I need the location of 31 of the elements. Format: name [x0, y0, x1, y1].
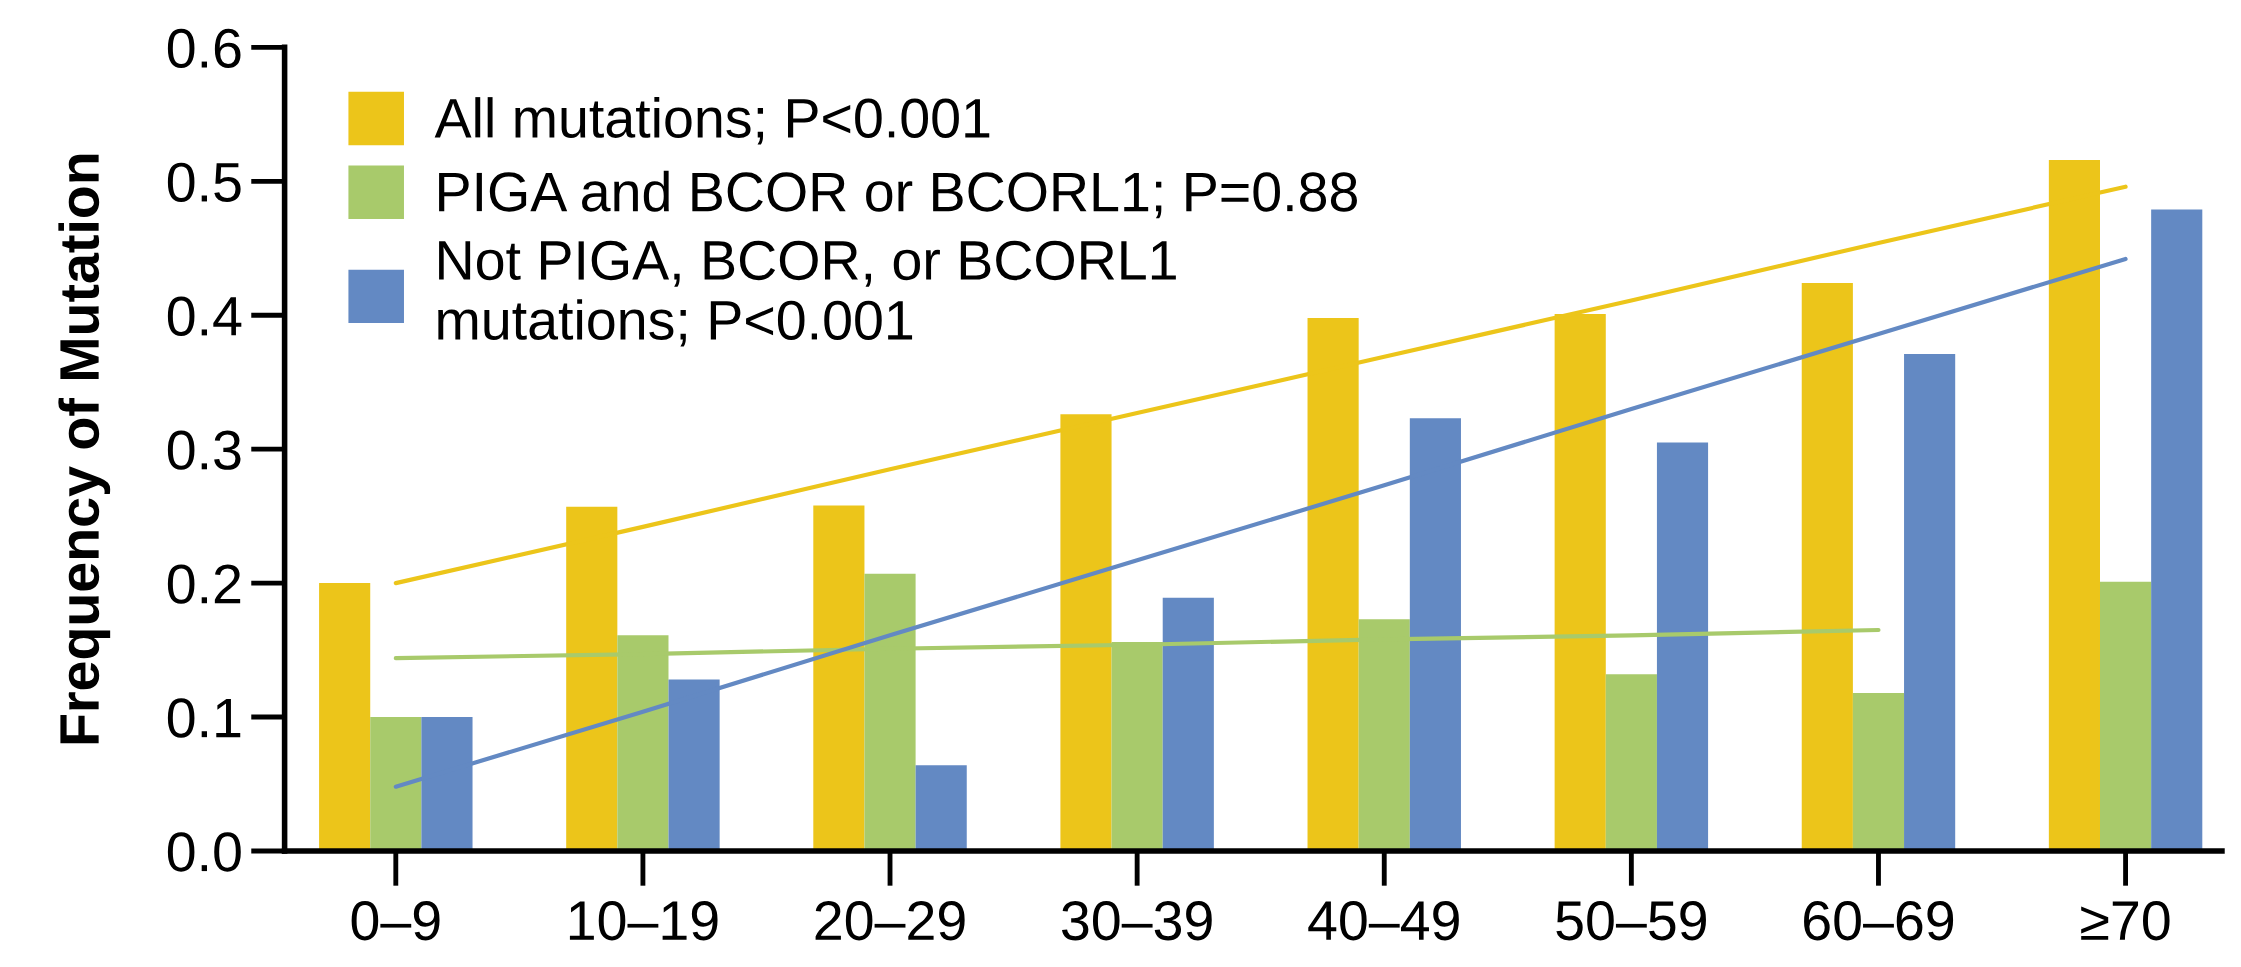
x-tick-label: 50–59 [1556, 901, 1706, 941]
y-axis-title: Frequency of Mutation [58, 154, 111, 744]
legend-label: Not PIGA, BCOR, or BCORL1 mutations; P<0.001 [438, 240, 1176, 347]
bar [1801, 283, 1853, 851]
x-tick-label: 0–9 [351, 901, 440, 941]
x-tick-label: 40–49 [1308, 901, 1459, 941]
y-tick-label: 0.1 [167, 698, 241, 738]
y-tick-label: 0.3 [167, 430, 241, 470]
bar [2100, 581, 2152, 851]
bar [2151, 209, 2203, 851]
y-tick-label: 0.5 [167, 162, 241, 202]
x-tick-label: ≥70 [2081, 901, 2170, 941]
bar [1605, 674, 1657, 851]
bar [813, 505, 865, 851]
bar [1852, 692, 1905, 851]
x-tick-label: 20–29 [815, 901, 965, 941]
bar [1904, 354, 1956, 851]
legend-label: PIGA and BCOR or BCORL1; P=0.88 [439, 170, 1357, 219]
bar [915, 765, 967, 851]
bar [319, 583, 371, 851]
x-tick-label: 60–69 [1804, 901, 1954, 941]
x-tick-label: 30–39 [1062, 901, 1212, 941]
y-tick-label: 0.4 [167, 296, 242, 336]
bar [370, 717, 422, 851]
x-tick-label: 10–19 [569, 901, 718, 941]
bar [1162, 597, 1214, 851]
bar [1656, 442, 1709, 851]
legend-label: All mutations; P<0.001 [434, 97, 990, 145]
y-tick-label: 0.2 [167, 564, 241, 604]
y-tick-label: 0.6 [167, 28, 241, 69]
y-tick-label: 0.0 [167, 832, 241, 872]
